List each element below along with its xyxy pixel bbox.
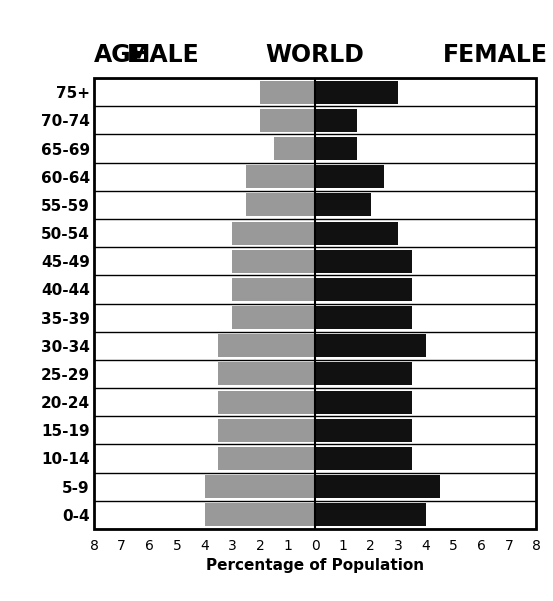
Bar: [315, 137, 357, 160]
Bar: [315, 334, 426, 358]
Text: WORLD: WORLD: [266, 43, 364, 67]
Bar: [315, 447, 412, 470]
Bar: [274, 137, 315, 160]
Bar: [315, 222, 398, 245]
Bar: [218, 362, 315, 385]
Bar: [315, 362, 412, 385]
Bar: [232, 278, 315, 301]
Bar: [232, 306, 315, 329]
Bar: [218, 391, 315, 413]
Bar: [315, 81, 398, 104]
Bar: [315, 165, 384, 188]
Bar: [246, 165, 315, 188]
Bar: [232, 249, 315, 273]
Bar: [315, 109, 357, 132]
Bar: [218, 334, 315, 358]
Bar: [218, 447, 315, 470]
Bar: [205, 475, 315, 498]
Bar: [246, 194, 315, 216]
Bar: [315, 249, 412, 273]
Text: AGE: AGE: [94, 43, 148, 67]
Bar: [260, 81, 315, 104]
Bar: [232, 222, 315, 245]
Text: MALE: MALE: [127, 43, 200, 67]
X-axis label: Percentage of Population: Percentage of Population: [206, 558, 424, 573]
Bar: [315, 278, 412, 301]
Bar: [218, 419, 315, 442]
Bar: [315, 419, 412, 442]
Bar: [315, 306, 412, 329]
Bar: [205, 503, 315, 526]
Bar: [315, 503, 426, 526]
Bar: [315, 475, 440, 498]
Bar: [315, 391, 412, 413]
Bar: [315, 194, 371, 216]
Text: FEMALE: FEMALE: [442, 43, 547, 67]
Bar: [260, 109, 315, 132]
